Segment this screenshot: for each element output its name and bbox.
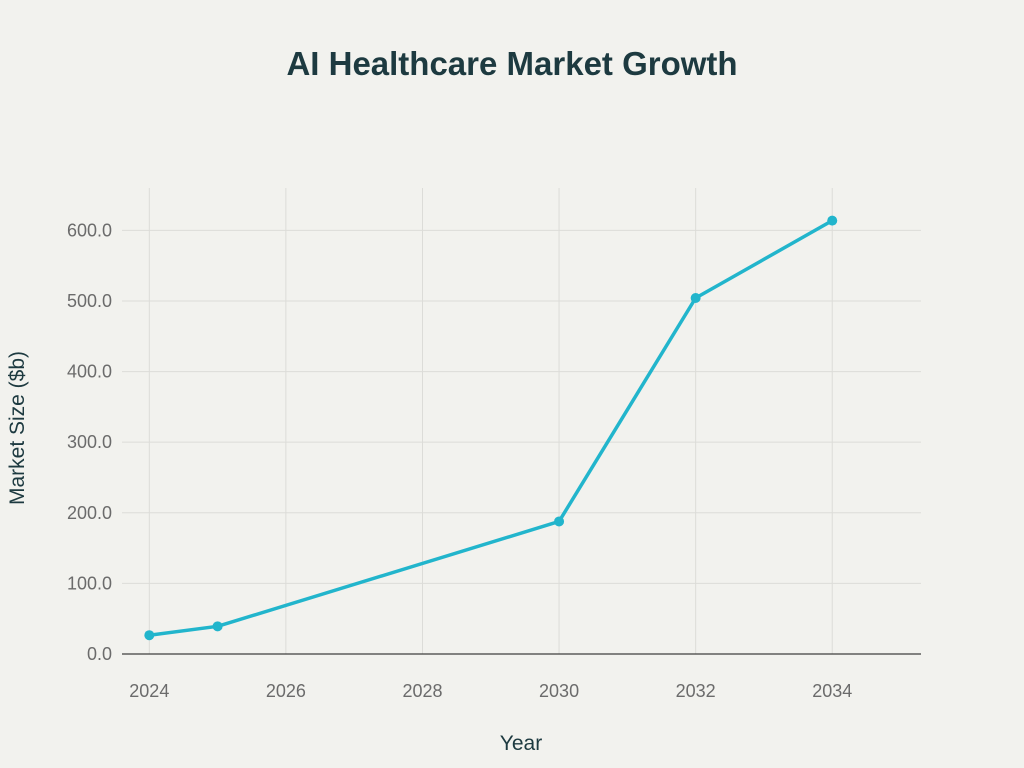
x-tick-label: 2028: [402, 681, 442, 701]
data-point-2032: [690, 293, 701, 304]
y-tick-label: 0.0: [87, 644, 112, 664]
y-tick-label: 100.0: [67, 573, 112, 593]
data-point-2025: [212, 621, 223, 632]
x-tick-label: 2030: [539, 681, 579, 701]
y-tick-label: 300.0: [67, 432, 112, 452]
data-point-2034: [827, 215, 838, 226]
x-tick-label: 2032: [676, 681, 716, 701]
chart-title: AI Healthcare Market Growth: [286, 45, 737, 82]
data-point-2024: [144, 630, 155, 641]
y-tick-label: 600.0: [67, 220, 112, 240]
series-line-0: [147, 218, 834, 637]
y-axis-ticks: 0.0 100.0 200.0 300.0 400.0 500.0 600.0: [67, 220, 112, 664]
y-tick-label: 500.0: [67, 291, 112, 311]
y-axis-title: Market Size ($b): [6, 351, 29, 505]
y-tick-label: 400.0: [67, 362, 112, 382]
x-axis-ticks: 2024 2026 2028 2030 2032 2034: [129, 681, 852, 701]
data-point-2030: [554, 516, 565, 527]
grid-lines: [122, 188, 921, 654]
y-tick-label: 200.0: [67, 503, 112, 523]
x-axis-title: Year: [500, 732, 542, 755]
x-tick-label: 2026: [266, 681, 306, 701]
x-tick-label: 2034: [812, 681, 852, 701]
series-layer: [144, 215, 838, 641]
x-tick-label: 2024: [129, 681, 169, 701]
